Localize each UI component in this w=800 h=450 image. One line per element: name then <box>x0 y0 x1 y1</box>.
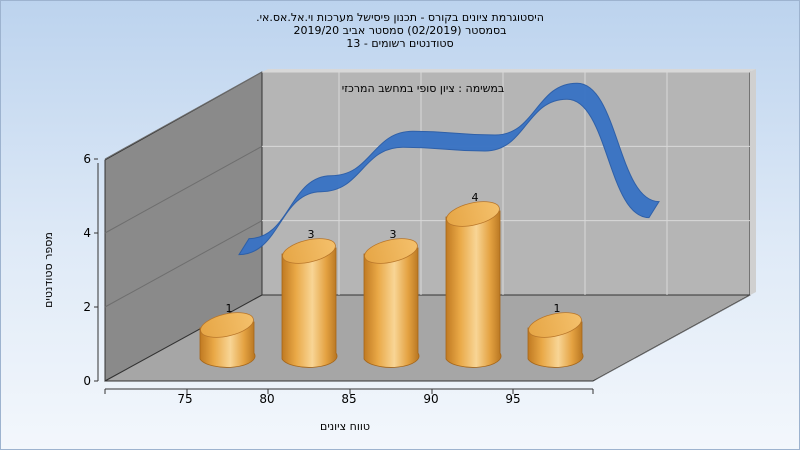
y-tick-label-0: 0 <box>83 374 91 388</box>
trend-curve-layer <box>238 82 660 256</box>
data-label-80: 3 <box>308 228 315 241</box>
x-tick-label-75: 75 <box>177 392 192 406</box>
chart-title-line-1: היסטוגרמת ציונים בקורס - תכנון פיסישל מע… <box>256 11 544 24</box>
chart-title-line-3: סטודנטים רשומים - 13 <box>346 37 454 50</box>
floor-edge-right <box>593 292 756 381</box>
data-label-75: 1 <box>226 302 233 315</box>
x-tick-label-90: 90 <box>423 392 438 406</box>
y-tick-label-6: 6 <box>83 152 91 166</box>
chart-title-line-2: בסמסטר (02/2019) סמסטר אביב 2019/20 <box>293 24 507 37</box>
y-axis-label: מספר סטודנטים <box>42 232 55 308</box>
back-wall-edge-right <box>750 69 756 295</box>
bar-90 <box>445 210 502 368</box>
grid-line-wall <box>104 145 263 234</box>
x-tick-label-95: 95 <box>505 392 520 406</box>
axes-layer: 0 2 4 6 75 80 85 90 95 <box>83 152 594 406</box>
chart-annotation: במשימה : ציון סופי במחשב המרכזי <box>342 82 505 95</box>
x-tick-label-85: 85 <box>341 392 356 406</box>
grid-line-wall <box>104 71 263 160</box>
grid-line-wall <box>104 220 263 308</box>
x-axis-label: טווח ציונים <box>320 420 370 433</box>
bar-top-75 <box>200 312 254 338</box>
bar-top-80 <box>282 238 336 264</box>
data-label-90: 4 <box>472 191 479 204</box>
wall-edge-top <box>262 69 756 72</box>
bar-top-90 <box>446 201 500 227</box>
data-label-85: 3 <box>390 228 397 241</box>
bar-85 <box>363 247 420 368</box>
bar-80 <box>281 247 338 368</box>
data-label-95: 1 <box>554 302 561 315</box>
trend-curve-ribbon <box>238 82 660 256</box>
y-tick-label-4: 4 <box>83 226 91 240</box>
bar-top-95 <box>528 312 582 338</box>
y-tick-label-2: 2 <box>83 300 91 314</box>
bar-top-85 <box>364 238 418 264</box>
bars-layer: 1 3 3 4 1 <box>199 191 584 368</box>
x-tick-label-80: 80 <box>259 392 274 406</box>
